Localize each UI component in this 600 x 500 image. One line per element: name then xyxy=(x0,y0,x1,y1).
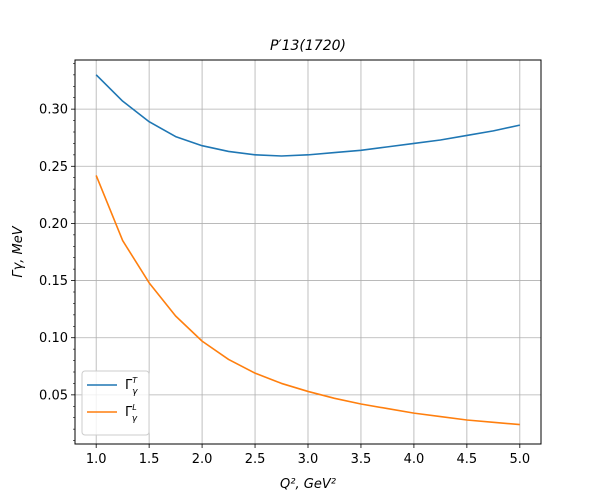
y-tick-label: 0.25 xyxy=(39,160,68,175)
x-tick-label: 2.5 xyxy=(245,452,266,467)
x-tick-label: 2.0 xyxy=(192,452,213,467)
y-tick-label: 0.15 xyxy=(39,274,68,289)
y-tick-label: 0.20 xyxy=(39,217,68,232)
chart-title: P′13(1720) xyxy=(270,38,346,54)
legend-label: ΓL γ xyxy=(125,403,138,424)
x-tick-label: 4.5 xyxy=(457,452,478,467)
x-tick-label: 3.0 xyxy=(298,452,319,467)
y-axis-label: Γγ, MeV xyxy=(11,225,26,277)
y-tick-label: 0.10 xyxy=(39,331,68,346)
legend-label: ΓT γ xyxy=(125,376,138,397)
x-tick-label: 1.5 xyxy=(139,452,160,467)
series-line-longitudinal xyxy=(95,175,520,426)
x-axis-ticks: 1.0 1.5 2.0 2.5 3.0 3.5 4.0 4.5 5.0 xyxy=(86,444,530,467)
x-tick-label: 4.0 xyxy=(404,452,425,467)
y-axis-ticks: 0.05 0.10 0.15 0.20 0.25 0.30 xyxy=(39,103,75,403)
legend-box xyxy=(81,370,150,436)
y-axis-minor-ticks xyxy=(73,63,75,441)
y-tick-label: 0.30 xyxy=(39,103,68,118)
x-tick-label: 5.0 xyxy=(509,452,530,467)
x-axis-label: Q², GeV² xyxy=(280,477,336,492)
series-lines xyxy=(95,74,520,426)
series-line-transverse xyxy=(95,74,520,157)
y-tick-label: 0.05 xyxy=(39,388,68,403)
x-tick-label: 3.5 xyxy=(351,452,372,467)
grid-lines xyxy=(75,60,541,444)
legend: ΓT γ ΓL γ xyxy=(81,370,150,436)
x-tick-label: 1.0 xyxy=(86,452,107,467)
